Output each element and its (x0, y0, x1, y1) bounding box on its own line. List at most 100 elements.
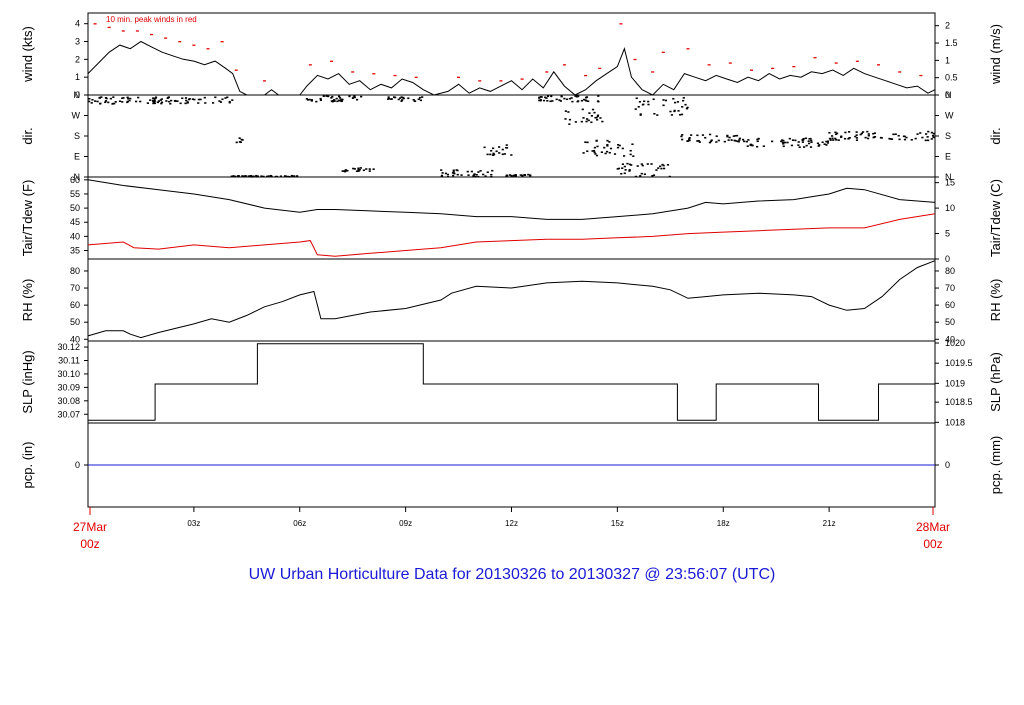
direction-point (797, 141, 800, 143)
direction-point (221, 98, 224, 101)
direction-point (733, 139, 736, 142)
peak-wind-point (178, 41, 182, 43)
direction-point (310, 99, 313, 101)
direction-point (340, 100, 343, 103)
direction-point (817, 145, 820, 147)
direction-point (606, 143, 609, 146)
direction-point (639, 113, 642, 115)
direction-point (121, 97, 124, 100)
direction-point (738, 139, 741, 141)
direction-point (831, 137, 834, 140)
right-tick-label-rh: 70 (945, 283, 955, 293)
direction-point (628, 170, 631, 172)
direction-point (400, 100, 403, 102)
direction-point (122, 97, 125, 99)
direction-point (834, 137, 837, 140)
direction-point (738, 137, 741, 140)
direction-point (591, 108, 595, 111)
direction-point (565, 98, 569, 101)
direction-point (111, 103, 114, 105)
direction-point (114, 101, 117, 103)
direction-point (156, 101, 159, 104)
direction-point (861, 131, 865, 133)
direction-point (489, 153, 492, 156)
right-tick-label-direction: S (945, 131, 951, 141)
direction-point (574, 121, 577, 123)
left-tick-label-slp: 30.09 (57, 382, 80, 392)
peak-wind-point (728, 62, 732, 64)
direction-point (529, 174, 532, 176)
direction-point (247, 175, 250, 177)
peak-wind-point (584, 74, 588, 77)
direction-point (734, 134, 737, 137)
direction-point (847, 138, 850, 140)
direction-point (185, 99, 188, 102)
direction-point (890, 138, 894, 140)
direction-point (168, 100, 171, 103)
direction-point (160, 102, 163, 105)
direction-point (549, 100, 552, 103)
direction-point (353, 96, 356, 99)
direction-point (184, 102, 187, 105)
direction-point (137, 96, 140, 99)
time-tick-label: 12z (505, 519, 518, 528)
direction-point (879, 136, 883, 139)
direction-point (113, 102, 116, 105)
direction-point (826, 140, 830, 143)
right-tick-label-rh: 60 (945, 300, 955, 310)
peak-wind-point (164, 37, 168, 39)
direction-point (782, 143, 785, 145)
direction-point (588, 112, 591, 114)
ylabel-left-precip: pcp. (in) (20, 442, 35, 489)
direction-point (825, 140, 828, 143)
direction-point (828, 137, 832, 140)
direction-point (167, 96, 170, 98)
left-tick-label-temperature: 55 (70, 189, 80, 199)
direction-point (663, 167, 666, 170)
direction-point (121, 101, 124, 103)
direction-point (688, 137, 691, 139)
peak-wind-point (792, 65, 796, 68)
peak-wind-point (834, 62, 838, 64)
direction-point (486, 171, 489, 174)
direction-point (446, 173, 449, 176)
direction-point (112, 96, 115, 98)
direction-point (204, 102, 207, 104)
direction-point (501, 153, 504, 156)
direction-point (513, 174, 516, 177)
direction-point (736, 140, 739, 143)
peak-wind-point (520, 78, 524, 80)
direction-point (296, 175, 299, 177)
time-tick-label: 21z (823, 519, 836, 528)
direction-point (407, 97, 410, 100)
direction-point (563, 97, 566, 100)
direction-point (104, 100, 108, 102)
direction-point (519, 174, 522, 176)
direction-point (491, 169, 494, 172)
direction-point (402, 97, 405, 100)
direction-point (580, 99, 584, 102)
direction-point (170, 99, 173, 102)
direction-point (399, 97, 402, 99)
left-tick-label-rh: 50 (70, 317, 80, 327)
direction-point (231, 99, 234, 101)
direction-point (643, 100, 646, 103)
direction-point (926, 136, 929, 138)
direction-point (596, 115, 599, 118)
direction-point (925, 133, 928, 135)
direction-point (866, 137, 870, 140)
direction-point (580, 120, 583, 123)
direction-point (466, 170, 469, 173)
direction-point (486, 153, 489, 156)
direction-point (441, 172, 444, 174)
direction-point (390, 98, 393, 100)
direction-point (593, 146, 597, 149)
direction-point (319, 99, 323, 102)
right-tick-label-direction: E (945, 152, 951, 162)
direction-point (444, 172, 448, 175)
direction-point (477, 171, 480, 173)
peak-wind-point (372, 73, 376, 75)
direction-point (617, 167, 621, 170)
direction-point (351, 97, 354, 99)
direction-point (564, 118, 567, 120)
